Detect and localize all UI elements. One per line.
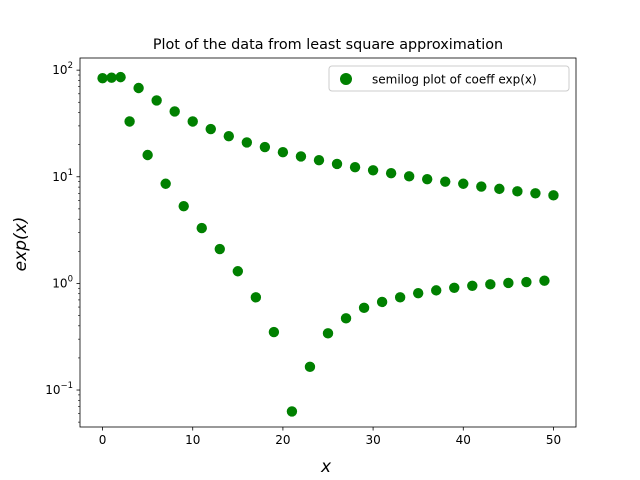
legend-label: semilog plot of coeff exp(x) [372,73,537,87]
data-point [286,406,298,417]
data-point [539,275,550,286]
plot-area: 0 10 20 30 40 50 10−1 100 101 102 [45,57,577,447]
data-point [449,282,460,293]
data-point [403,171,415,182]
data-point [412,287,424,299]
data-point [151,95,162,106]
data-point [133,82,144,94]
data-point [277,147,289,158]
x-tick-label: 40 [456,433,471,447]
data-point [440,176,451,187]
data-point [196,222,207,234]
data-point [548,190,559,201]
data-point [106,72,117,83]
x-tick-label: 20 [275,433,290,447]
data-point [322,328,334,339]
y-axis-label: exp(x) [11,217,31,272]
data-point [178,200,189,212]
data-point [160,178,171,189]
legend-frame [328,65,570,92]
data-point [205,123,216,135]
data-point [304,361,316,373]
data-point [268,326,280,338]
data-point [394,292,406,303]
data-point [295,151,307,162]
data-point [97,73,108,84]
x-tick-label: 0 [99,433,107,447]
data-point [385,168,397,179]
data-point [340,313,352,324]
data-point [367,165,379,176]
data-point [376,296,388,308]
y-tick-label: 100 [52,274,73,290]
data-point [358,302,370,314]
data-point [250,292,262,303]
chart-title: Plot of the data from least square appro… [153,37,503,53]
x-tick-label: 10 [185,433,200,447]
data-point [476,181,487,192]
data-point [331,158,343,170]
data-point [313,155,325,166]
data-point [232,266,244,277]
data-point [124,116,135,127]
data-point [530,188,541,199]
data-point [142,149,153,161]
data-point [422,173,433,185]
data-point [512,186,523,197]
data-point [349,161,361,173]
data-point [115,71,126,83]
data-point [431,285,442,296]
data-point [241,137,253,148]
data-point [214,243,225,255]
data-point [169,106,180,117]
plot-frame [79,57,577,428]
data-point [223,131,234,142]
data-point [458,178,469,189]
legend: semilog plot of coeff exp(x) [328,65,570,92]
legend-marker [340,73,352,85]
data-point [259,141,271,153]
y-tick-label: 101 [52,168,73,184]
data-point [494,183,505,195]
x-axis-label: x [320,457,332,477]
y-tick-label: 102 [52,61,73,77]
data-point [467,280,478,291]
data-point [521,276,532,288]
data-point [187,116,198,127]
x-tick-label: 50 [546,433,561,447]
y-tick-label: 10−1 [45,381,73,397]
data-point [485,279,496,290]
x-tick-label: 30 [365,433,380,447]
data-point [503,277,514,289]
